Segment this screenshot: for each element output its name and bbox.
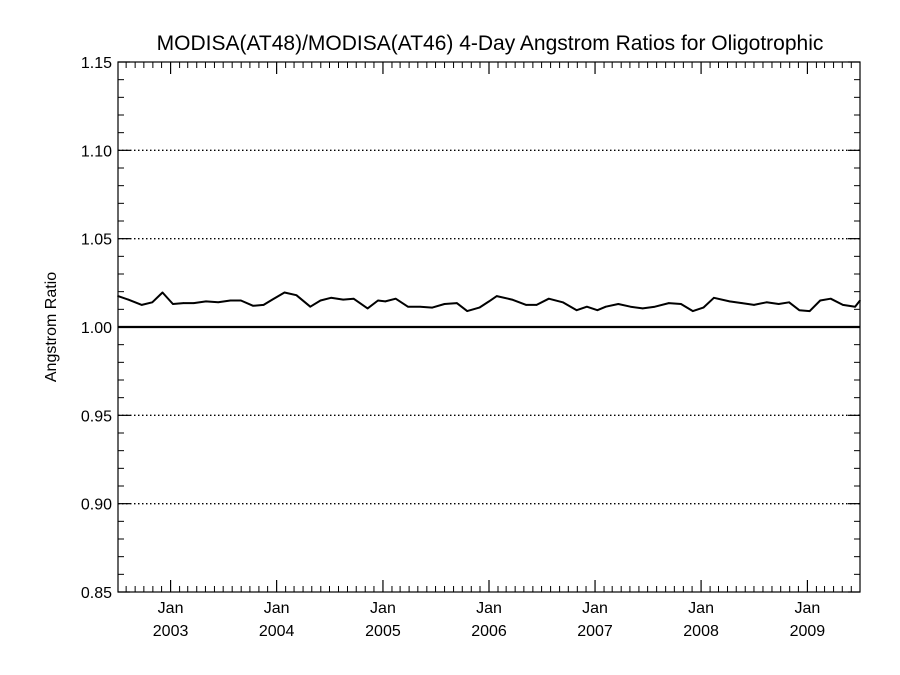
data-point — [829, 297, 832, 300]
data-point — [842, 304, 844, 306]
data-point — [605, 305, 607, 308]
data-point — [141, 304, 143, 306]
data-point — [668, 302, 670, 304]
data-point — [680, 303, 682, 305]
data-point — [330, 297, 332, 299]
chart-title: MODISA(AT48)/MODISA(AT46) 4-Day Angstrom… — [157, 32, 824, 55]
y-tick-label: 1.10 — [81, 143, 112, 160]
data-point — [240, 299, 242, 302]
x-tick-label-month: Jan — [688, 600, 714, 617]
data-point — [586, 305, 588, 308]
data-point — [205, 300, 207, 303]
data-point — [713, 297, 715, 299]
data-point — [753, 304, 755, 306]
data-point — [728, 300, 731, 303]
data-point — [309, 305, 312, 308]
x-tick-label-year: 2007 — [577, 623, 613, 640]
data-point — [702, 306, 705, 309]
data-point — [741, 302, 743, 304]
data-point — [798, 309, 801, 312]
data-point — [431, 306, 434, 309]
data-point — [808, 310, 811, 312]
data-point — [466, 310, 469, 312]
data-point — [377, 299, 379, 302]
x-tick-label-year: 2004 — [259, 623, 295, 640]
data-point — [366, 307, 369, 310]
data-point — [271, 298, 274, 301]
x-tick-label-year: 2005 — [365, 623, 401, 640]
y-tick-label: 1.00 — [81, 320, 112, 337]
data-point — [407, 305, 409, 308]
data-point — [283, 291, 286, 294]
data-point — [859, 299, 861, 302]
x-tick-label-month: Jan — [264, 600, 290, 617]
data-point — [182, 302, 185, 304]
data-point — [151, 301, 154, 304]
data-point — [295, 294, 298, 297]
y-axis-label: Angstrom Ratio — [43, 272, 60, 382]
data-point — [229, 299, 232, 302]
data-point — [562, 301, 564, 304]
minor-ticks — [118, 62, 860, 592]
data-point — [629, 305, 632, 308]
data-point — [654, 305, 656, 308]
data-point — [596, 309, 599, 312]
x-tick-label-year: 2003 — [153, 623, 189, 640]
data-point — [765, 301, 768, 304]
x-tick-label-year: 2006 — [471, 623, 507, 640]
data-point — [641, 307, 644, 310]
y-tick-label: 0.95 — [81, 408, 112, 425]
data-point — [252, 305, 254, 307]
data-point — [777, 303, 780, 305]
y-tick-label: 1.15 — [81, 55, 112, 72]
data-point — [352, 297, 355, 300]
x-tick-label-year: 2009 — [790, 623, 826, 640]
series-points — [117, 291, 861, 312]
x-tick-label-month: Jan — [476, 600, 502, 617]
data-point — [161, 291, 164, 294]
data-point — [788, 301, 790, 304]
x-axis: Jan 2003 Jan 2004 Jan 2005 Jan 2006 Jan 2007 Jan 20… — [153, 62, 826, 640]
data-point — [443, 303, 446, 305]
data-point — [262, 304, 265, 306]
data-point — [692, 310, 694, 312]
data-point — [127, 298, 129, 301]
data-point — [456, 302, 458, 304]
data-point — [478, 306, 481, 309]
x-tick-label-year: 2008 — [683, 623, 719, 640]
data-point — [319, 299, 322, 302]
data-point — [488, 300, 490, 303]
series-line — [117, 291, 861, 313]
data-point — [617, 303, 620, 305]
y-axis: 0.85 0.90 0.95 1.00 1.05 1.10 1.15 — [81, 55, 860, 602]
data-point — [548, 297, 550, 300]
data-point — [384, 300, 387, 303]
data-point — [172, 303, 174, 305]
y-tick-label: 1.05 — [81, 232, 112, 249]
data-point — [496, 295, 498, 297]
data-point — [511, 298, 513, 301]
data-point — [193, 302, 195, 304]
x-tick-label-month: Jan — [158, 600, 184, 617]
data-point — [342, 298, 345, 301]
x-tick-label-month: Jan — [582, 600, 608, 617]
data-point — [819, 299, 821, 302]
x-tick-label-month: Jan — [370, 600, 396, 617]
y-tick-label: 0.85 — [81, 585, 112, 602]
data-point — [394, 297, 397, 300]
data-point — [535, 304, 538, 306]
data-point — [525, 304, 527, 306]
y-tick-label: 0.90 — [81, 497, 112, 514]
data-point — [854, 305, 856, 308]
data-point — [575, 309, 578, 312]
data-point — [217, 301, 219, 304]
x-tick-label-month: Jan — [795, 600, 821, 617]
data-point — [117, 295, 119, 297]
data-point — [419, 305, 421, 308]
